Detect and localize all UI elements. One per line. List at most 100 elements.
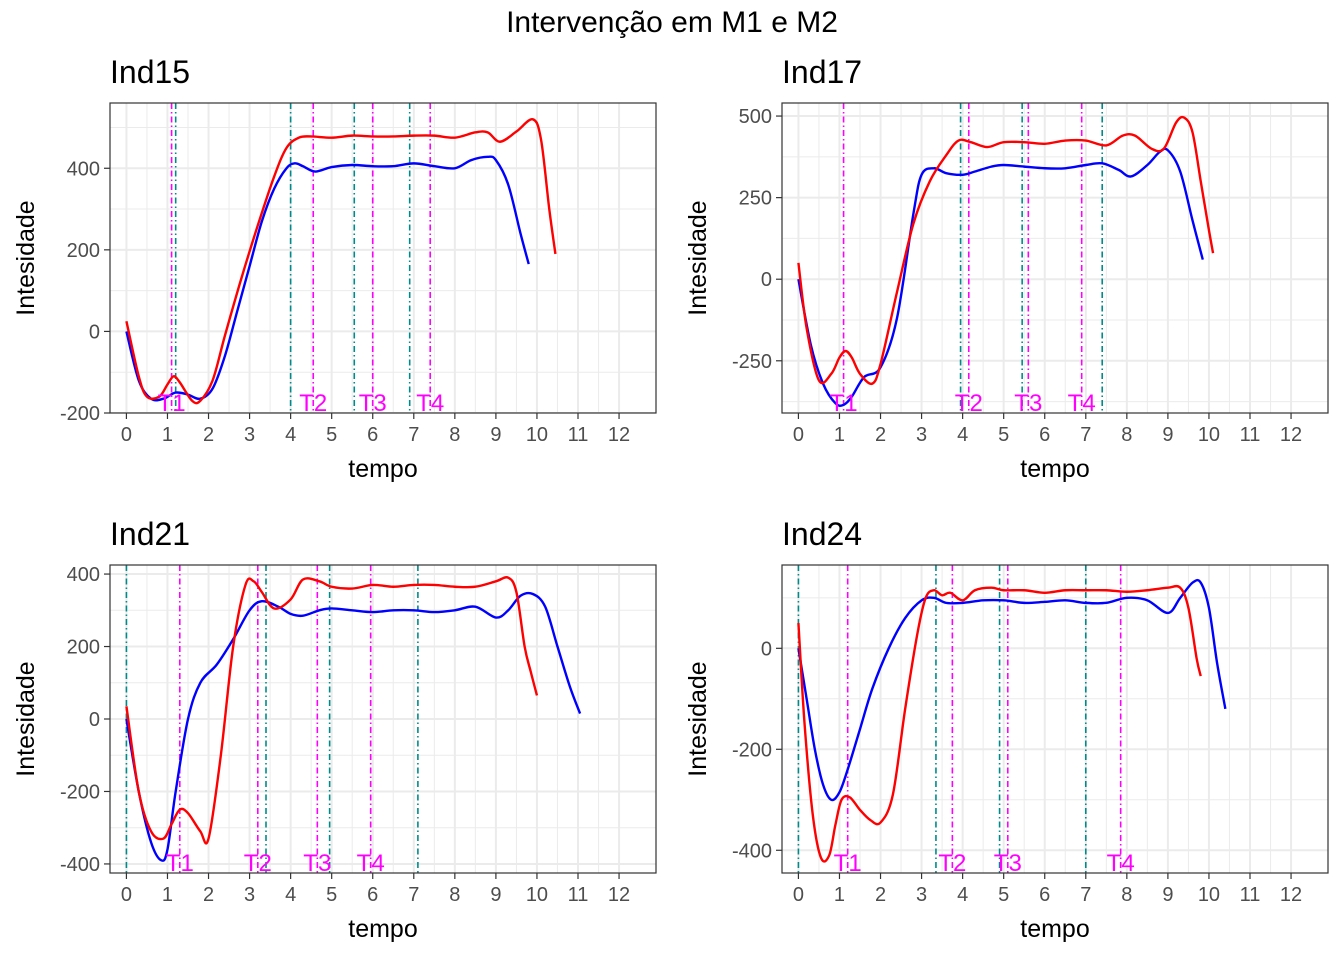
x-tick-label: 0 xyxy=(793,424,804,446)
series-group xyxy=(797,115,1215,407)
series-line-2 xyxy=(125,118,557,405)
panel-3: T1 T2 T3 T40 1 2 3 4 5 6 7 8 9 10 11 12-400-2000200400t… xyxy=(12,516,657,943)
panel-title: Ind17 xyxy=(782,54,862,90)
x-tick-label: 9 xyxy=(1162,884,1173,906)
x-tick-label: 8 xyxy=(1121,884,1132,906)
y-tick-label: 400 xyxy=(67,158,100,180)
x-axis-title: tempo xyxy=(1020,915,1089,943)
x-tick-label: 7 xyxy=(1080,884,1091,906)
x-tick-label: 7 xyxy=(408,884,419,906)
x-tick-label: 2 xyxy=(875,424,886,446)
figure-title: Intervenção em M1 e M2 xyxy=(506,6,838,39)
intervention-lines xyxy=(797,565,1122,873)
panel-4: T1 T2 T3 T40 1 2 3 4 5 6 7 8 9 10 11 12-400-2000tempoIn… xyxy=(684,516,1329,943)
panel-title: Ind15 xyxy=(110,54,190,90)
x-tick-label: 11 xyxy=(1240,424,1261,446)
x-tick-label: 4 xyxy=(957,424,968,446)
x-tick-label: 5 xyxy=(998,424,1009,446)
series-line-1 xyxy=(797,578,1227,802)
series-line-2 xyxy=(797,584,1202,863)
x-tick-label: 0 xyxy=(121,884,132,906)
x-tick-label: 12 xyxy=(1280,424,1302,446)
x-tick-label: 0 xyxy=(121,424,132,446)
x-tick-label: 1 xyxy=(834,424,845,446)
x-tick-label: 4 xyxy=(957,884,968,906)
x-tick-label: 10 xyxy=(526,884,548,906)
x-tick-label: 1 xyxy=(834,884,845,906)
y-tick-label: 0 xyxy=(761,269,772,291)
panel-2: T1 T2 T3 T40 1 2 3 4 5 6 7 8 9 10 11 12-2500250500tempo… xyxy=(684,54,1329,483)
panel-background xyxy=(110,103,656,413)
y-axis-title: Intesidade xyxy=(12,200,40,315)
x-tick-label: 9 xyxy=(1162,424,1173,446)
x-tick-label: 3 xyxy=(244,424,255,446)
x-tick-label: 10 xyxy=(1198,884,1220,906)
gridlines xyxy=(782,103,1328,413)
y-tick-label: -200 xyxy=(60,403,100,425)
x-tick-label: 6 xyxy=(367,884,378,906)
x-tick-label: 4 xyxy=(285,884,296,906)
panel-border xyxy=(781,564,1329,874)
series-group xyxy=(125,576,582,862)
x-tick-label: 5 xyxy=(326,884,337,906)
y-axis-title: Intesidade xyxy=(684,661,712,776)
x-tick-label: 3 xyxy=(916,424,927,446)
x-tick-label: 6 xyxy=(1039,424,1050,446)
x-tick-label: 9 xyxy=(490,884,501,906)
x-tick-label: 11 xyxy=(568,424,589,446)
x-tick-label: 2 xyxy=(875,884,886,906)
y-axis-title: Intesidade xyxy=(12,661,40,776)
series-group xyxy=(797,578,1227,863)
x-tick-label: 9 xyxy=(490,424,501,446)
y-tick-label: -200 xyxy=(60,781,100,803)
y-tick-label: 200 xyxy=(67,240,100,262)
panel-background xyxy=(782,103,1328,413)
y-tick-label: 500 xyxy=(739,106,772,128)
y-tick-label: -400 xyxy=(732,840,772,862)
x-tick-label: 8 xyxy=(1121,424,1132,446)
y-tick-label: 400 xyxy=(67,564,100,586)
x-tick-label: 8 xyxy=(449,884,460,906)
y-tick-label: 0 xyxy=(89,709,100,731)
panel-border xyxy=(781,102,1329,414)
x-tick-label: 5 xyxy=(326,424,337,446)
panel-1: T1 T2 T3 T40 1 2 3 4 5 6 7 8 9 10 11 12-2000200400tempo… xyxy=(12,54,657,483)
x-tick-label: 7 xyxy=(1080,424,1091,446)
y-tick-label: -250 xyxy=(732,351,772,373)
intervention-lines xyxy=(170,103,432,413)
intervention-lines xyxy=(842,103,1104,413)
x-tick-label: 3 xyxy=(244,884,255,906)
y-tick-label: 250 xyxy=(739,188,772,210)
x-tick-label: 12 xyxy=(608,424,630,446)
y-tick-label: -400 xyxy=(60,854,100,876)
x-tick-label: 6 xyxy=(1039,884,1050,906)
x-axis-title: tempo xyxy=(1020,455,1089,483)
x-tick-label: 4 xyxy=(285,424,296,446)
x-tick-label: 1 xyxy=(162,884,173,906)
x-tick-label: 2 xyxy=(203,424,214,446)
x-tick-label: 5 xyxy=(998,884,1009,906)
series-group xyxy=(125,118,557,405)
y-axis-title: Intesidade xyxy=(684,200,712,315)
x-tick-label: 10 xyxy=(1198,424,1220,446)
x-tick-label: 3 xyxy=(916,884,927,906)
x-tick-label: 10 xyxy=(526,424,548,446)
x-axis-title: tempo xyxy=(348,455,417,483)
x-tick-label: 11 xyxy=(568,884,589,906)
series-line-2 xyxy=(797,115,1215,386)
panel-title: Ind21 xyxy=(110,516,190,552)
x-tick-label: 7 xyxy=(408,424,419,446)
y-tick-label: 200 xyxy=(67,637,100,659)
intervention-lines xyxy=(125,565,419,873)
panel-border xyxy=(109,102,657,414)
x-tick-label: 12 xyxy=(1280,884,1302,906)
x-tick-label: 0 xyxy=(793,884,804,906)
series-line-1 xyxy=(125,591,582,862)
y-tick-label: -200 xyxy=(732,739,772,761)
y-tick-label: 0 xyxy=(89,321,100,343)
x-tick-label: 1 xyxy=(162,424,173,446)
x-tick-label: 2 xyxy=(203,884,214,906)
panel-title: Ind24 xyxy=(782,516,862,552)
x-axis-title: tempo xyxy=(348,915,417,943)
